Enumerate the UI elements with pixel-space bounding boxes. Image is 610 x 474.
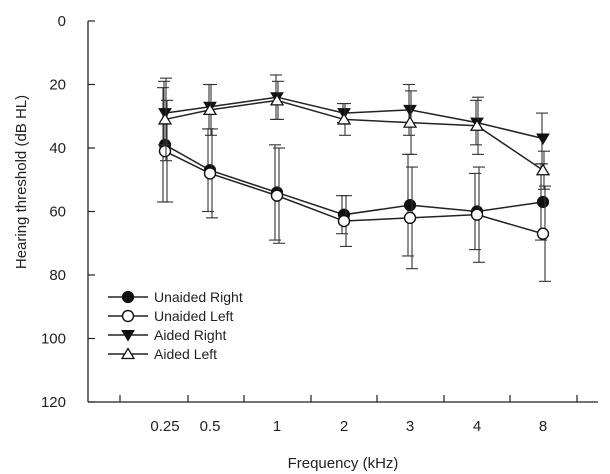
data-point	[157, 112, 173, 125]
series-unaided-left	[158, 99, 551, 282]
legend-label: Aided Left	[154, 346, 217, 362]
legend: Unaided Right Unaided Left Aided Right Aide…	[108, 289, 243, 362]
data-point	[203, 167, 217, 180]
x-tick-label: 2	[340, 418, 348, 435]
series-aided-left	[157, 77, 551, 190]
data-point	[535, 163, 551, 176]
series-layer	[157, 74, 551, 282]
y-tick-label: 0	[58, 13, 66, 30]
legend-label: Unaided Left	[154, 308, 234, 324]
data-point	[536, 133, 550, 145]
legend-marker	[121, 309, 135, 323]
data-point	[270, 189, 284, 202]
legend-label: Unaided Right	[154, 289, 243, 305]
data-point	[337, 214, 351, 228]
legend-item: Unaided Right	[108, 289, 243, 305]
data-point	[158, 144, 172, 158]
data-point	[202, 103, 218, 116]
x-tick-label: 8	[539, 418, 547, 435]
y-tick-label: 40	[49, 140, 66, 157]
y-axis-title: Hearing threshold (dB HL)	[13, 95, 30, 269]
y-tick-label: 80	[49, 267, 66, 284]
legend-item: Unaided Left	[108, 308, 234, 324]
series-line	[164, 144, 544, 216]
y-tick-label: 100	[41, 331, 66, 348]
legend-label: Aided Right	[154, 327, 226, 343]
legend-marker	[120, 347, 136, 360]
data-point	[403, 211, 417, 225]
series-line	[164, 99, 544, 171]
x-tick-label: 4	[473, 418, 481, 435]
x-tick-label: 0.5	[200, 418, 221, 435]
data-point	[402, 115, 418, 128]
data-point	[403, 199, 417, 212]
series-line	[164, 150, 544, 235]
legend-item: Aided Left	[108, 346, 217, 362]
data-point	[469, 119, 485, 131]
x-tick-label: 3	[406, 418, 414, 435]
y-tick-label: 20	[49, 77, 66, 94]
x-tick-label: 0.25	[150, 418, 179, 435]
y-tick-label: 60	[49, 204, 66, 221]
y-tick-label: 120	[41, 394, 66, 411]
x-tick-label: 1	[273, 418, 281, 435]
data-point	[536, 195, 550, 209]
axes: 0 20 40 60 80 100 120 0.25 0.5 1 2 3 4 8 Frequency (kH…	[13, 13, 598, 472]
data-point	[269, 93, 285, 106]
data-point	[403, 104, 417, 117]
legend-marker	[121, 290, 135, 304]
data-point	[536, 227, 550, 240]
legend-marker	[121, 330, 135, 342]
data-point	[336, 112, 352, 125]
legend-item: Aided Right	[108, 327, 226, 343]
x-axis-title: Frequency (kHz)	[288, 455, 399, 472]
data-point	[470, 208, 484, 221]
